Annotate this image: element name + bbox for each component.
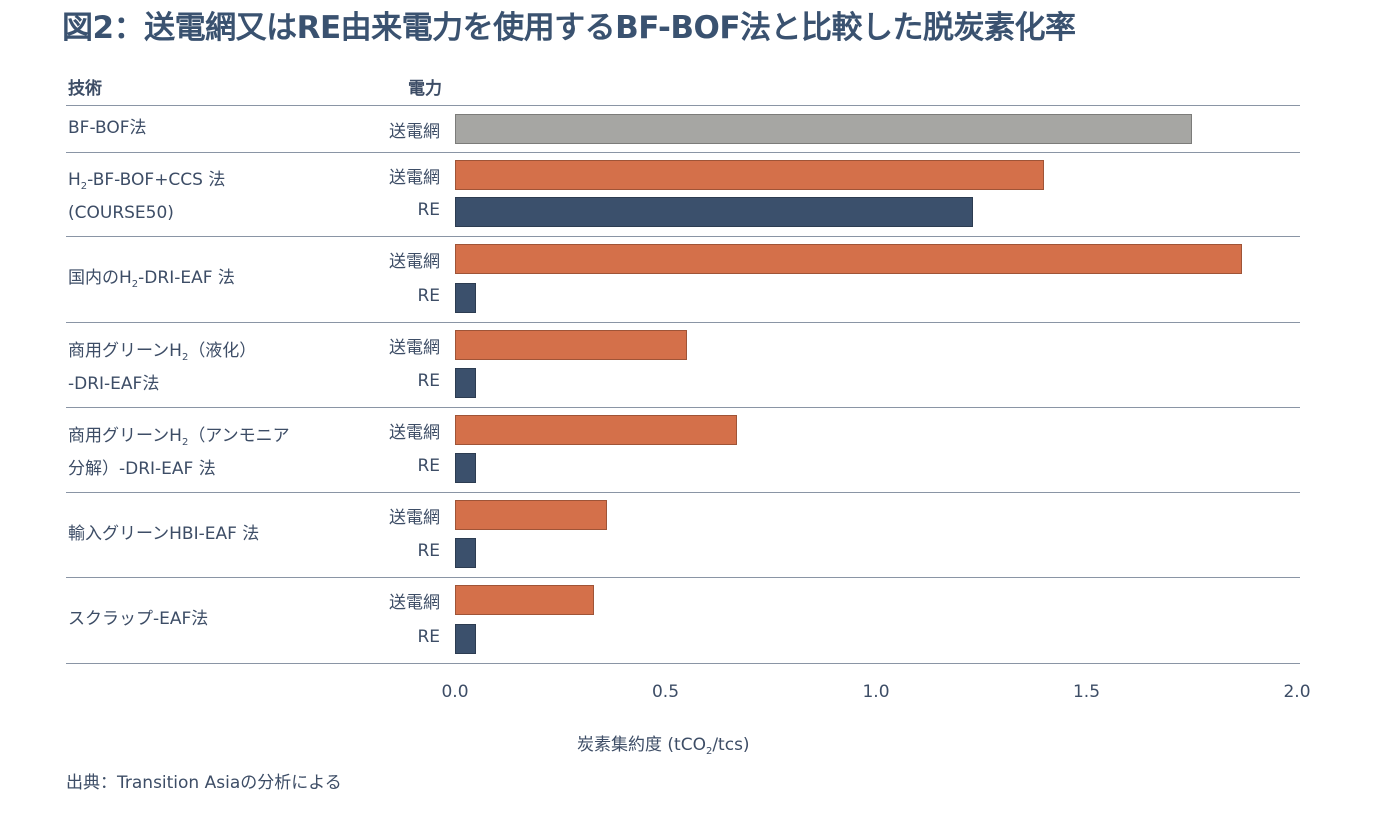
x-tick-label: 0.5	[651, 682, 680, 702]
technology-label-part: BF-BOF法	[68, 117, 147, 138]
power-label: RE	[417, 456, 440, 477]
power-label: RE	[417, 541, 440, 562]
technology-label: 商用グリーンH2（アンモニア分解）-DRI-EAF 法	[68, 423, 290, 482]
header-technology: 技術	[68, 79, 102, 99]
row-divider	[66, 577, 1300, 578]
bar-grid	[455, 159, 1045, 190]
x-axis-label: 炭素集約度 (tCO2/tcs)	[577, 730, 750, 757]
row-divider	[66, 105, 1300, 106]
power-label: 送電網	[389, 121, 440, 142]
x-tick-label: 0.0	[441, 682, 469, 702]
power-label: RE	[417, 285, 440, 306]
row-divider	[66, 322, 1300, 323]
technology-label: 国内のH2-DRI-EAF 法	[68, 265, 235, 298]
x-tick-label: 1.0	[862, 682, 890, 702]
header-power: 電力	[408, 79, 442, 99]
technology-label: BF-BOF法	[68, 115, 147, 141]
row-divider	[66, 492, 1300, 493]
bar-re	[455, 282, 477, 313]
technology-label-part: 輸入グリーンHBI-EAF 法	[68, 523, 260, 544]
technology-label: スクラップ-EAF法	[68, 606, 208, 632]
technology-label-part: 2	[181, 436, 189, 448]
source-note: 出典：Transition Asiaの分析による	[66, 773, 342, 793]
bar-grid	[455, 414, 738, 445]
x-axis-label-post: /tcs)	[712, 735, 750, 755]
power-label: RE	[417, 200, 440, 221]
power-label: 送電網	[389, 507, 440, 528]
x-axis-label-sub: 2	[705, 746, 713, 757]
power-label: 送電網	[389, 252, 440, 273]
bar-grid	[455, 244, 1243, 275]
bar-grid	[455, 329, 687, 360]
bar-re	[455, 623, 477, 654]
technology-label-part: 2	[131, 279, 139, 290]
technology-label: 商用グリーンH2（液化） -DRI-EAF法	[68, 338, 256, 397]
bar-baseline	[455, 113, 1192, 144]
bar-grid	[455, 499, 607, 530]
technology-label-part: 商用グリーンH	[68, 340, 182, 361]
power-label: 送電網	[389, 167, 440, 188]
technology-label-part: -BF-BOF+CCS 法	[87, 170, 226, 190]
bar-re	[455, 538, 477, 569]
x-tick-label: 1.5	[1072, 682, 1101, 702]
bar-re	[455, 197, 973, 228]
row-divider	[66, 152, 1300, 153]
row-divider	[66, 236, 1300, 237]
technology-label-part: （液化）	[188, 340, 257, 361]
power-label: 送電網	[389, 337, 440, 358]
technology-label-part: 2	[80, 181, 88, 192]
chart-title: 図2：送電網又はRE由来電力を使用するBF-BOF法と比較した脱炭素化率	[62, 10, 1076, 46]
technology-label: 輸入グリーンHBI-EAF 法	[68, 521, 259, 547]
row-divider	[66, 407, 1300, 408]
bar-re	[455, 453, 477, 484]
technology-label-part: （アンモニア	[188, 425, 290, 446]
technology-label-part: H	[68, 170, 81, 190]
technology-label-part: 商用グリーンH	[68, 425, 182, 446]
technology-label-part: (COURSE50)	[68, 203, 174, 223]
technology-label-part: 2	[181, 351, 189, 363]
row-divider	[66, 663, 1300, 664]
technology-label: H2-BF-BOF+CCS 法 (COURSE50)	[68, 167, 225, 226]
power-label: 送電網	[389, 422, 440, 443]
x-tick-label: 2.0	[1283, 682, 1311, 702]
technology-label-part: -DRI-EAF法	[68, 373, 160, 394]
technology-label-part: スクラップ-EAF法	[68, 609, 209, 629]
technology-label-part: 分解）-DRI-EAF 法	[68, 458, 216, 479]
technology-label-part: 国内のH	[68, 268, 132, 288]
bar-re	[455, 368, 477, 399]
bar-grid	[455, 585, 594, 616]
power-label: 送電網	[389, 593, 440, 614]
technology-label-part: -DRI-EAF 法	[138, 268, 235, 288]
power-label: RE	[417, 626, 440, 647]
power-label: RE	[417, 371, 440, 392]
x-axis-label-pre: 炭素集約度 (tCO	[577, 735, 706, 755]
